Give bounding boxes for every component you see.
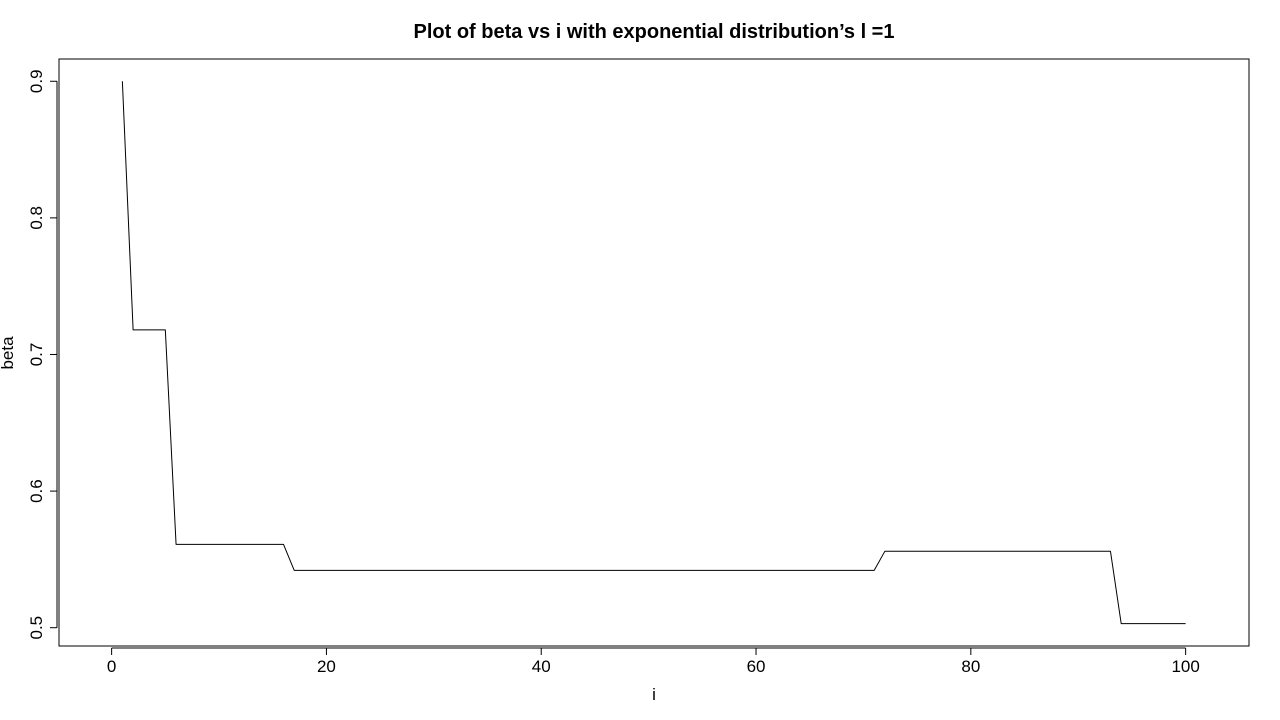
x-tick-label: 100 bbox=[1171, 657, 1199, 676]
x-tick-label: 80 bbox=[961, 657, 980, 676]
x-tick-label: 60 bbox=[747, 657, 766, 676]
y-axis-label: beta bbox=[0, 336, 17, 370]
y-tick-label: 0.5 bbox=[27, 616, 46, 640]
y-axis: 0.5 0.6 0.7 0.8 0.9 bbox=[27, 69, 58, 640]
x-tick-label: 20 bbox=[317, 657, 336, 676]
y-tick-label: 0.7 bbox=[27, 343, 46, 367]
series-line bbox=[121, 81, 1186, 625]
y-tick-label: 0.6 bbox=[27, 479, 46, 503]
series-group bbox=[121, 81, 1186, 625]
chart-title: Plot of beta vs i with exponential distr… bbox=[414, 21, 895, 43]
y-tick-label: 0.8 bbox=[27, 206, 46, 230]
x-axis-label: i bbox=[652, 685, 656, 704]
y-tick-label: 0.9 bbox=[27, 69, 46, 93]
x-tick-label: 0 bbox=[107, 657, 116, 676]
plot-frame bbox=[58, 58, 1250, 647]
x-axis: 0 20 40 60 80 100 bbox=[107, 647, 1200, 676]
x-tick-label: 40 bbox=[532, 657, 551, 676]
